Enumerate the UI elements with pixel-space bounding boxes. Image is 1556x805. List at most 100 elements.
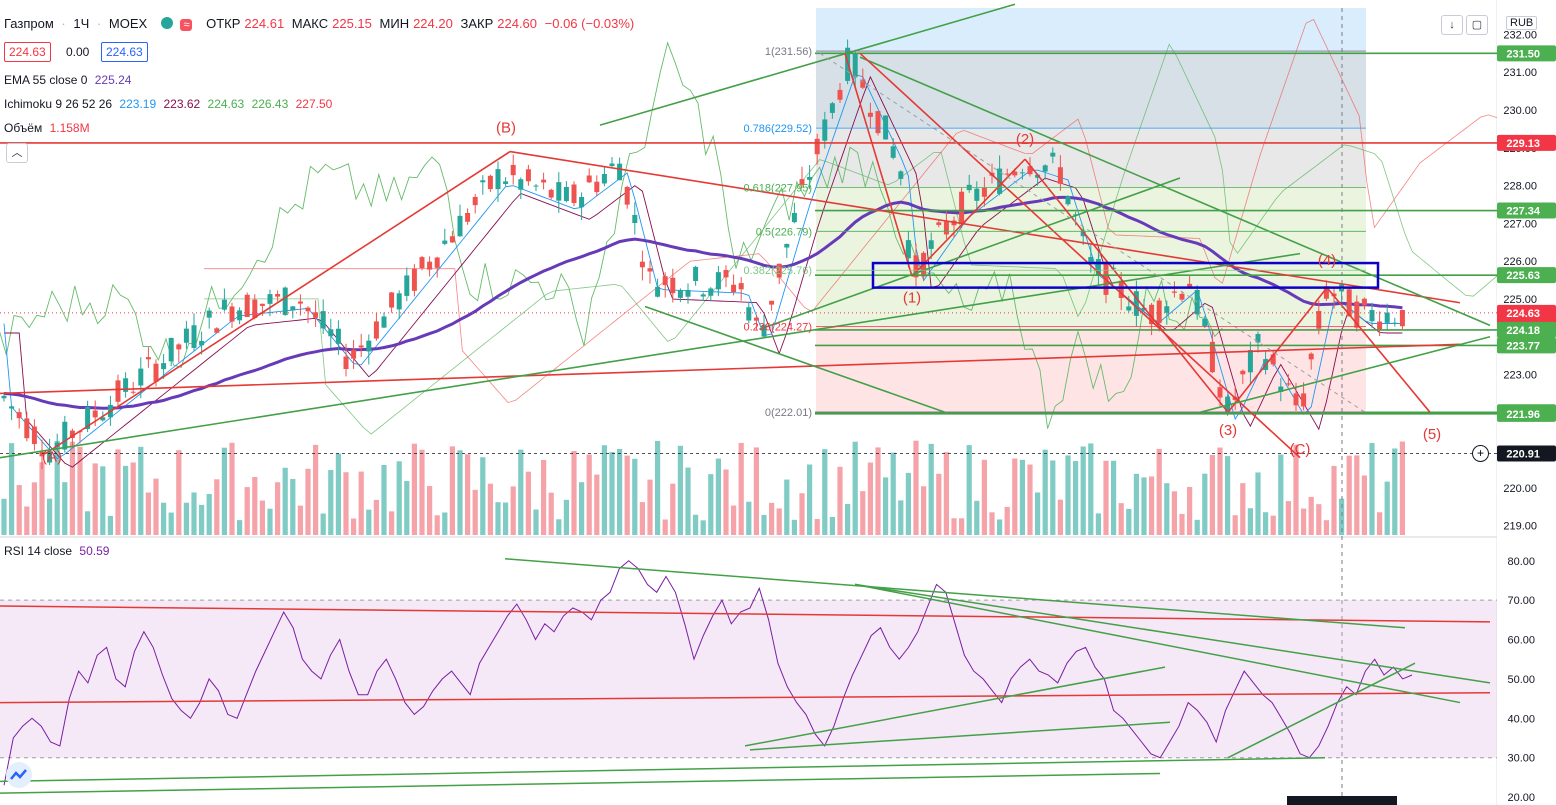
candle-body (867, 112, 873, 117)
volume-bar (989, 512, 995, 535)
volume-bar (1377, 512, 1383, 535)
candle-body (351, 349, 357, 359)
volume-bar (974, 500, 980, 535)
trend-line (759, 177, 1181, 330)
wave-labels: (A) (B) (1) (2) (3) (4) (C) (5) (42, 120, 1441, 466)
volume-bar (1050, 460, 1056, 535)
rsi-band (0, 600, 1497, 758)
volume-bar (822, 449, 828, 535)
price-label-text: 229.13 (1506, 138, 1540, 150)
candle-body (556, 182, 562, 201)
trend-line (1326, 287, 1431, 413)
volume-bar (107, 515, 113, 535)
trend-line (599, 3, 1016, 126)
price-label-box (1497, 45, 1556, 62)
bid-button[interactable]: 224.63 (4, 42, 51, 62)
candle-body (670, 277, 676, 294)
volume-legend[interactable]: Объём 1.158M (4, 121, 94, 135)
volume-bar (92, 463, 98, 535)
collapse-legend-button[interactable]: ︿ (6, 143, 28, 163)
volume-bar (1247, 508, 1253, 535)
rsi-trend-line (854, 583, 1491, 684)
fullscreen-icon[interactable]: ▢ (1466, 15, 1488, 35)
crosshair-plus-icon[interactable]: + (1472, 445, 1489, 462)
rsi-tick-label: 80.00 (1507, 556, 1535, 568)
fib-label: 0(222.01) (765, 407, 812, 419)
trend-drawings[interactable] (0, 3, 1497, 805)
candle-body (533, 185, 539, 187)
candle-body (16, 412, 22, 419)
candle-body (39, 452, 45, 457)
volume-bar (1301, 508, 1307, 535)
candle-body (183, 328, 189, 343)
symbol-name[interactable]: Газпром (4, 16, 54, 31)
candle-body (1019, 172, 1025, 174)
volume-bar (1392, 448, 1398, 535)
volume-bar (252, 477, 258, 535)
candle-body (495, 169, 501, 190)
lagging-span-line (0, 41, 1223, 429)
price-label-box (1497, 337, 1556, 354)
rsi-trend-line (749, 721, 1171, 751)
candle-body (282, 287, 288, 315)
ichimoku-label: Ichimoku 9 26 52 26 (4, 97, 113, 111)
candle-body (244, 294, 250, 318)
volume-bar (183, 502, 189, 535)
volume-bar (1278, 454, 1284, 535)
candle-body (1156, 300, 1162, 324)
ask-button[interactable]: 224.63 (101, 42, 148, 62)
candle-body (259, 303, 265, 306)
trend-line (1199, 335, 1491, 414)
volume-bar (123, 465, 129, 535)
volume-bar (1149, 476, 1155, 535)
ichimoku-legend[interactable]: Ichimoku 9 26 52 26 223.19 223.62 224.63… (4, 97, 336, 111)
candles[interactable] (1, 39, 1405, 470)
volume-bar (867, 462, 873, 535)
candle-body (852, 52, 858, 77)
candle-body (449, 236, 455, 243)
candle-body (510, 164, 516, 176)
candle-body (1111, 267, 1117, 269)
interval[interactable]: 1Ч (73, 16, 90, 31)
currency-badge[interactable]: RUB (1506, 16, 1538, 30)
volume-bar (54, 440, 60, 535)
candle-body (503, 181, 509, 184)
time-axis-marker (1287, 796, 1397, 805)
candle-body (814, 138, 820, 155)
volume-bar (366, 509, 372, 535)
scroll-down-icon[interactable]: ↓ (1441, 15, 1463, 35)
candle-body (655, 286, 661, 297)
volume-bar (297, 505, 303, 535)
volume-bar (1027, 464, 1033, 535)
volume-bar (1187, 486, 1193, 535)
rsi-pane (0, 558, 1497, 794)
wave-label: (A) (42, 448, 62, 465)
volume-bar (1331, 465, 1337, 535)
volume-bar (457, 450, 463, 535)
candle-body (275, 293, 281, 297)
price-axis[interactable]: 219.00220.00221.00222.00223.00224.00225.… (1497, 0, 1556, 805)
candle-body (457, 215, 463, 237)
volume-bar (921, 486, 927, 535)
rsi-trend-line (744, 666, 1166, 747)
volume-bar (465, 454, 471, 535)
candle-body (1323, 286, 1329, 299)
candle-body (1088, 257, 1094, 264)
candle-body (1285, 383, 1291, 385)
volume-bar (814, 519, 820, 535)
volume-bar (860, 491, 866, 535)
tv-logo-icon[interactable] (6, 762, 32, 788)
rsi-trend-line (504, 558, 1406, 629)
rsi-legend[interactable]: RSI 14 close 50.59 (4, 544, 113, 558)
compare-icon[interactable]: ≈ (180, 19, 193, 31)
close-label: ЗАКР (460, 16, 494, 31)
wave-label: (1) (903, 290, 921, 307)
ema-legend[interactable]: EMA 55 close 0 225.24 (4, 73, 135, 87)
volume-bar (16, 485, 22, 535)
candle-body (1149, 304, 1155, 325)
open-label: ОТКР (206, 16, 241, 31)
volume-bar (267, 508, 273, 535)
rsi-trend-line (1227, 662, 1416, 759)
candle-body (1369, 310, 1375, 322)
